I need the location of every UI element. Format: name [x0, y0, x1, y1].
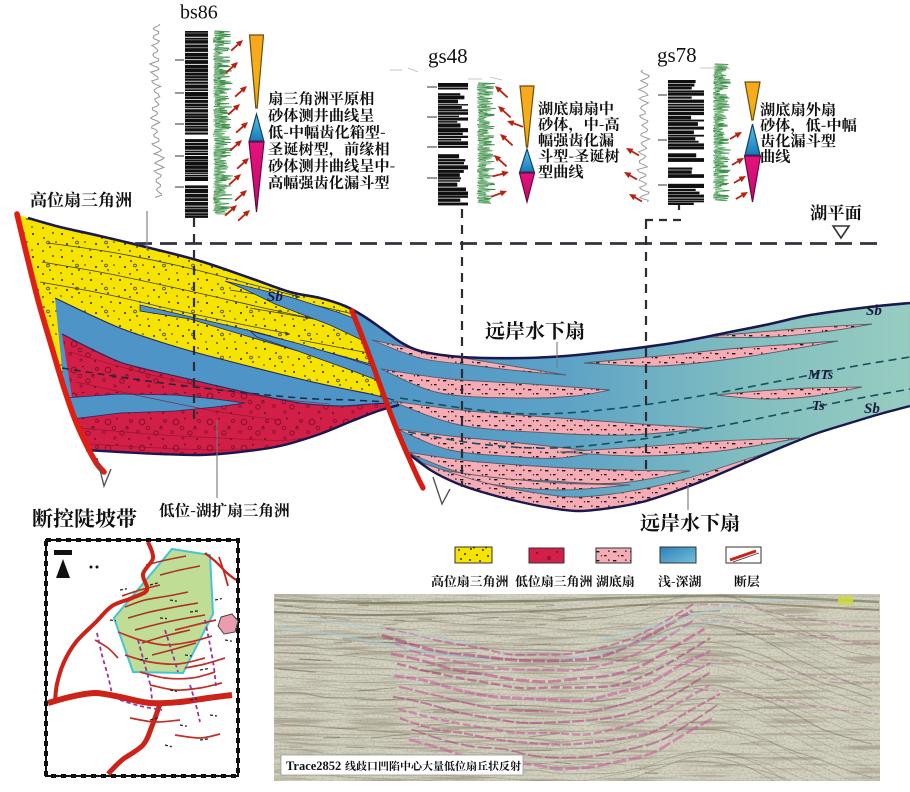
svg-text:Sb: Sb — [864, 401, 880, 417]
svg-text:gs78: gs78 — [657, 43, 697, 67]
svg-text:Ts: Ts — [812, 399, 825, 414]
svg-text:bs86: bs86 — [180, 2, 218, 24]
svg-text:Sb: Sb — [866, 303, 882, 319]
svg-text:gs48: gs48 — [428, 44, 468, 68]
svg-text:Sb: Sb — [267, 289, 283, 305]
svg-text:Trace2852: Trace2852 — [286, 759, 341, 773]
svg-text:MTs: MTs — [807, 368, 834, 383]
